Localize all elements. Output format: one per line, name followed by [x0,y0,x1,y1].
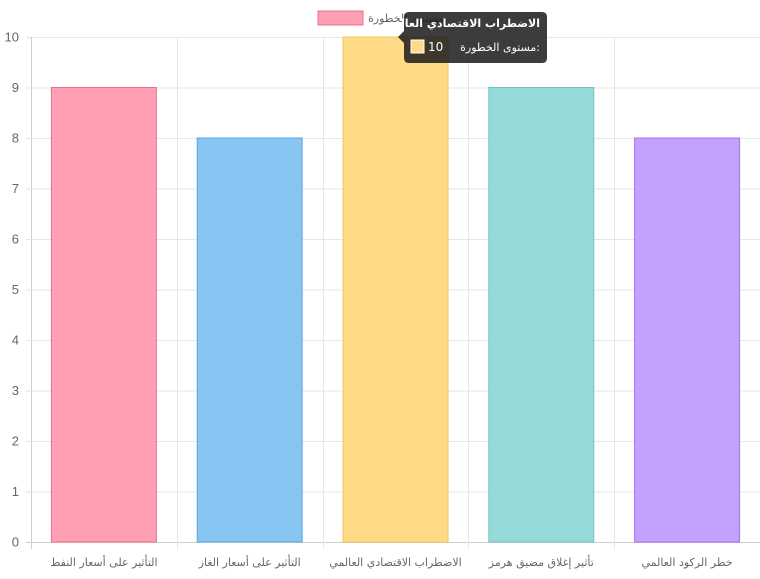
y-tick-label: 4 [12,333,19,348]
y-tick-label: 10 [5,30,19,45]
bar[interactable] [634,137,741,543]
y-tick-label: 5 [12,282,19,297]
bar[interactable] [196,137,303,543]
y-tick-label: 2 [12,434,19,449]
y-tick-label: 3 [12,383,19,398]
tooltip-title: الاضطراب الاقتصادي العالمي [382,17,540,30]
tooltip-color-swatch [410,39,425,54]
x-tick-label: تأثير إغلاق مضيق هرمز [488,554,594,570]
bars [50,36,741,543]
tooltip: الاضطراب الاقتصادي العالمي 10 مستوى الخط… [382,12,547,63]
bar[interactable] [50,87,157,543]
bar[interactable] [342,36,449,543]
y-tick-label: 6 [12,232,19,247]
y-tick-label: 7 [12,181,19,196]
legend-swatch[interactable] [317,10,364,26]
y-tick-label: 8 [12,131,19,146]
tooltip-box [398,12,547,63]
y-tick-label: 1 [12,484,19,499]
x-tick-label: التأثير على أسعار الغاز [198,554,301,569]
tooltip-label: مستوى الخطورة: [460,41,540,54]
x-tick-label: التأثير على أسعار النفط [50,554,157,569]
tooltip-value: 10 [428,40,443,54]
y-tick-label: 9 [12,80,19,95]
bar[interactable] [488,87,595,543]
axes: 0 1 2 3 4 5 6 7 8 9 10 التأثير على أسعار النفط التأث… [5,30,733,571]
x-tick-label: خطر الركود العالمي [642,556,733,569]
x-tick-label: الاضطراب الاقتصادي العالمي [329,556,461,569]
y-tick-label: 0 [12,535,19,550]
